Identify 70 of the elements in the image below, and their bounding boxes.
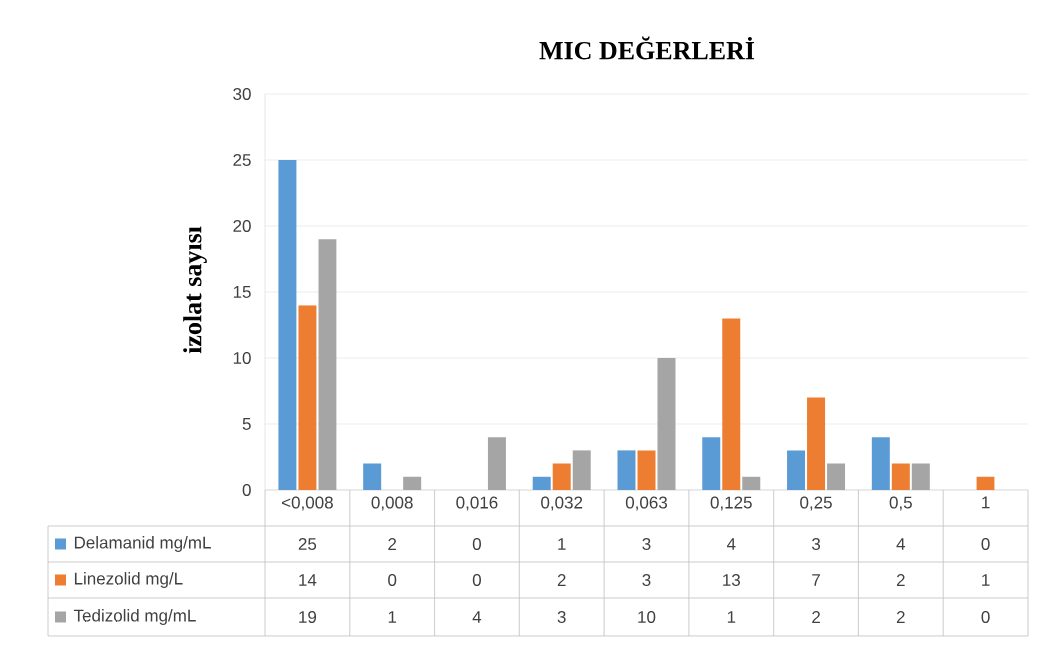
chart-title: MIC DEĞERLERİ <box>539 36 755 60</box>
data-label: 1 <box>388 611 397 623</box>
bar <box>532 476 551 490</box>
x-tick-label: 0,25 <box>800 496 832 511</box>
y-axis-title: izolat sayısı <box>183 226 207 354</box>
bar <box>742 476 761 490</box>
y-tick-label: 20 <box>233 219 251 233</box>
bar <box>637 450 656 490</box>
data-label: 4 <box>472 611 482 623</box>
bar <box>827 463 846 490</box>
legend-label: Tedizolid mg/mL <box>73 609 196 625</box>
bar <box>298 305 317 490</box>
data-label: 2 <box>812 611 820 623</box>
data-label: 0 <box>981 610 990 624</box>
data-label: 1 <box>727 611 736 623</box>
x-tick-label: 0,063 <box>625 496 668 511</box>
data-label: 3 <box>557 610 566 624</box>
bar <box>722 318 741 490</box>
x-tick-label: 0,125 <box>710 496 752 511</box>
legend-label: Linezolid mg/L <box>74 572 183 588</box>
x-tick-label: 0,008 <box>371 496 413 511</box>
bar <box>807 397 826 490</box>
data-label: 4 <box>726 538 736 550</box>
data-label: 10 <box>638 610 656 624</box>
data-label: 1 <box>558 538 566 550</box>
data-label: 2 <box>557 574 566 586</box>
bar <box>976 476 995 490</box>
data-label: 25 <box>298 537 317 551</box>
bar <box>363 463 382 490</box>
y-tick-label: 5 <box>242 418 251 430</box>
data-label: 0 <box>388 573 397 587</box>
data-label: 3 <box>642 573 651 587</box>
y-tick-label: 0 <box>242 483 251 497</box>
legend-label: Delamanid mg/mL <box>74 536 211 552</box>
bar <box>278 159 297 490</box>
y-tick-label: 25 <box>233 153 251 167</box>
bar <box>657 357 676 490</box>
bar <box>318 239 337 490</box>
x-tick-label: <0,008 <box>281 496 333 511</box>
y-tick-label: 10 <box>233 351 251 365</box>
data-label: 2 <box>896 574 905 586</box>
x-tick-label: 0,016 <box>456 496 498 511</box>
bar <box>403 476 422 490</box>
y-tick-label: 30 <box>233 87 251 101</box>
bar <box>617 450 636 490</box>
data-label: 7 <box>812 574 820 586</box>
data-label: 19 <box>299 610 317 624</box>
x-tick-label: 0,5 <box>889 496 912 511</box>
bar <box>871 437 890 490</box>
bar <box>911 463 930 490</box>
data-label: 2 <box>896 611 905 623</box>
bar <box>891 463 910 490</box>
data-label: 3 <box>642 537 651 551</box>
data-label: 0 <box>472 573 481 587</box>
x-tick-label: 0,032 <box>541 496 583 511</box>
data-label: 13 <box>723 573 740 587</box>
data-label: 4 <box>896 538 906 550</box>
data-label: 2 <box>388 538 397 550</box>
data-label: 3 <box>812 537 821 551</box>
bar <box>702 437 721 490</box>
bar <box>787 450 806 490</box>
data-label: 14 <box>299 574 317 586</box>
bar <box>572 450 591 490</box>
bar <box>487 437 506 490</box>
x-tick-label: 1 <box>982 496 990 509</box>
y-tick-label: 15 <box>233 286 251 298</box>
bar <box>552 463 571 490</box>
data-label: 0 <box>981 537 990 551</box>
data-label: 0 <box>472 537 481 551</box>
data-label: 1 <box>982 574 990 586</box>
